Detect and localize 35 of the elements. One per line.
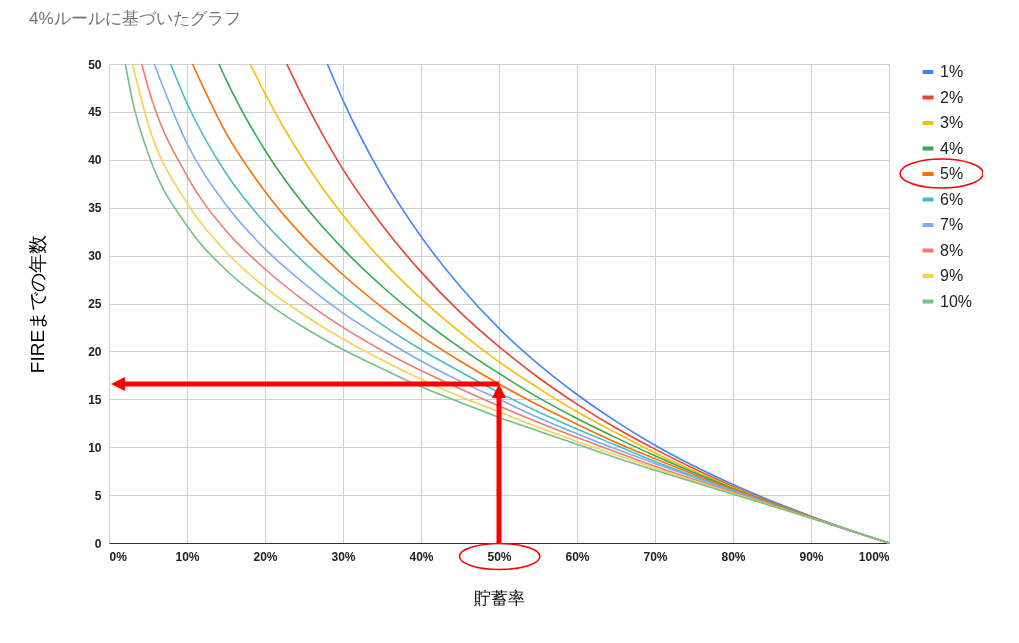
x-tick-label: 50% (487, 549, 512, 564)
x-tick-label: 90% (799, 549, 824, 564)
x-tick-label: 70% (643, 549, 668, 564)
y-tick-label: 20 (88, 344, 102, 359)
y-tick-label: 30 (88, 249, 102, 264)
legend-label: 5% (940, 165, 964, 182)
legend-label: 9% (940, 267, 964, 284)
x-tick-label: 30% (331, 549, 356, 564)
legend-label: 2% (940, 88, 964, 106)
x-tick-label: 20% (253, 549, 278, 564)
x-axis-title: 貯蓄率 (474, 588, 525, 608)
x-tick-label: 10% (175, 549, 200, 564)
legend-label: 8% (940, 241, 964, 259)
y-tick-label: 10 (88, 440, 102, 455)
legend-label: 6% (940, 190, 964, 208)
y-tick-label: 5 (94, 488, 102, 503)
y-tick-label: 45 (88, 105, 102, 120)
legend-label: 7% (940, 216, 964, 233)
x-tick-label: 40% (409, 549, 434, 564)
legend-label: 3% (940, 114, 964, 131)
legend-label: 10% (940, 292, 973, 310)
legend-label: 1% (940, 63, 964, 80)
y-tick-label: 15 (88, 392, 102, 407)
y-tick-label: 0 (94, 536, 102, 551)
y-tick-label: 40 (88, 153, 102, 168)
y-tick-label: 35 (88, 201, 102, 216)
y-tick-label: 50 (88, 57, 102, 72)
x-tick-label: 60% (565, 549, 590, 564)
y-tick-label: 25 (88, 297, 102, 311)
legend-label: 4% (940, 139, 964, 157)
chart-title: 4%ルールに基づいたグラフ (29, 9, 241, 28)
x-tick-label: 0% (109, 549, 128, 564)
x-tick-label: 80% (721, 549, 746, 564)
y-axis-title: FIREまでの年数 (27, 234, 49, 374)
x-tick-label: 100% (858, 549, 890, 564)
